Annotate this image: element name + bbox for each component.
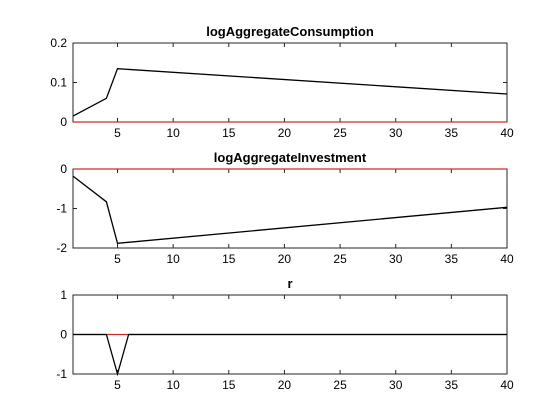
y-tick-label: 0.1 [50,76,67,90]
y-tick-label: -1 [56,367,67,381]
x-tick-label: 25 [333,378,347,392]
x-tick-label: 40 [500,378,514,392]
x-tick-label: 10 [166,252,180,266]
x-tick-label: 5 [114,252,121,266]
x-tick-label: 15 [222,252,236,266]
x-tick-label: 30 [389,252,403,266]
axes-box [72,168,508,249]
x-tick-label: 30 [389,378,403,392]
y-tick-label: 1 [60,288,67,302]
x-tick-label: 40 [500,126,514,140]
series-line-response [72,175,508,244]
x-tick-label: 5 [114,378,121,392]
x-tick-label: 10 [166,126,180,140]
series-line-response [73,333,507,377]
x-tick-label: 35 [445,378,459,392]
x-tick-label: 20 [278,378,292,392]
y-tick-label: 0 [60,162,67,176]
chart-title: r [287,276,292,291]
x-tick-label: 25 [333,126,347,140]
axes-box [72,42,508,123]
x-tick-label: 10 [166,378,180,392]
y-tick-label: 0 [60,328,67,342]
x-tick-label: 35 [445,252,459,266]
x-tick-label: 15 [222,126,236,140]
x-tick-label: 20 [278,252,292,266]
x-tick-label: 20 [278,126,292,140]
y-tick-label: 0 [60,115,67,129]
chart-title: logAggregateInvestment [214,150,367,165]
subplot-3: 5 10 15 20 25 30 35 40 -1 0 1 r [56,276,514,392]
subplot-2: 5 10 15 20 25 30 35 40 -2 -1 0 logAggregateInvestme… [56,150,514,266]
x-tick-label: 25 [333,252,347,266]
chart-title: logAggregateConsumption [206,24,374,39]
x-tick-label: 5 [114,126,121,140]
series-line-response [72,68,508,117]
y-tick-label: -2 [56,241,67,255]
subplot-1: 5 10 15 20 25 30 35 40 0 0.1 0.2 logAggregateConsum… [50,24,514,140]
x-tick-label: 15 [222,378,236,392]
x-tick-label: 35 [445,126,459,140]
y-tick-label: 0.2 [50,36,67,50]
y-tick-label: -1 [56,202,67,216]
x-tick-label: 30 [389,126,403,140]
x-tick-label: 40 [500,252,514,266]
